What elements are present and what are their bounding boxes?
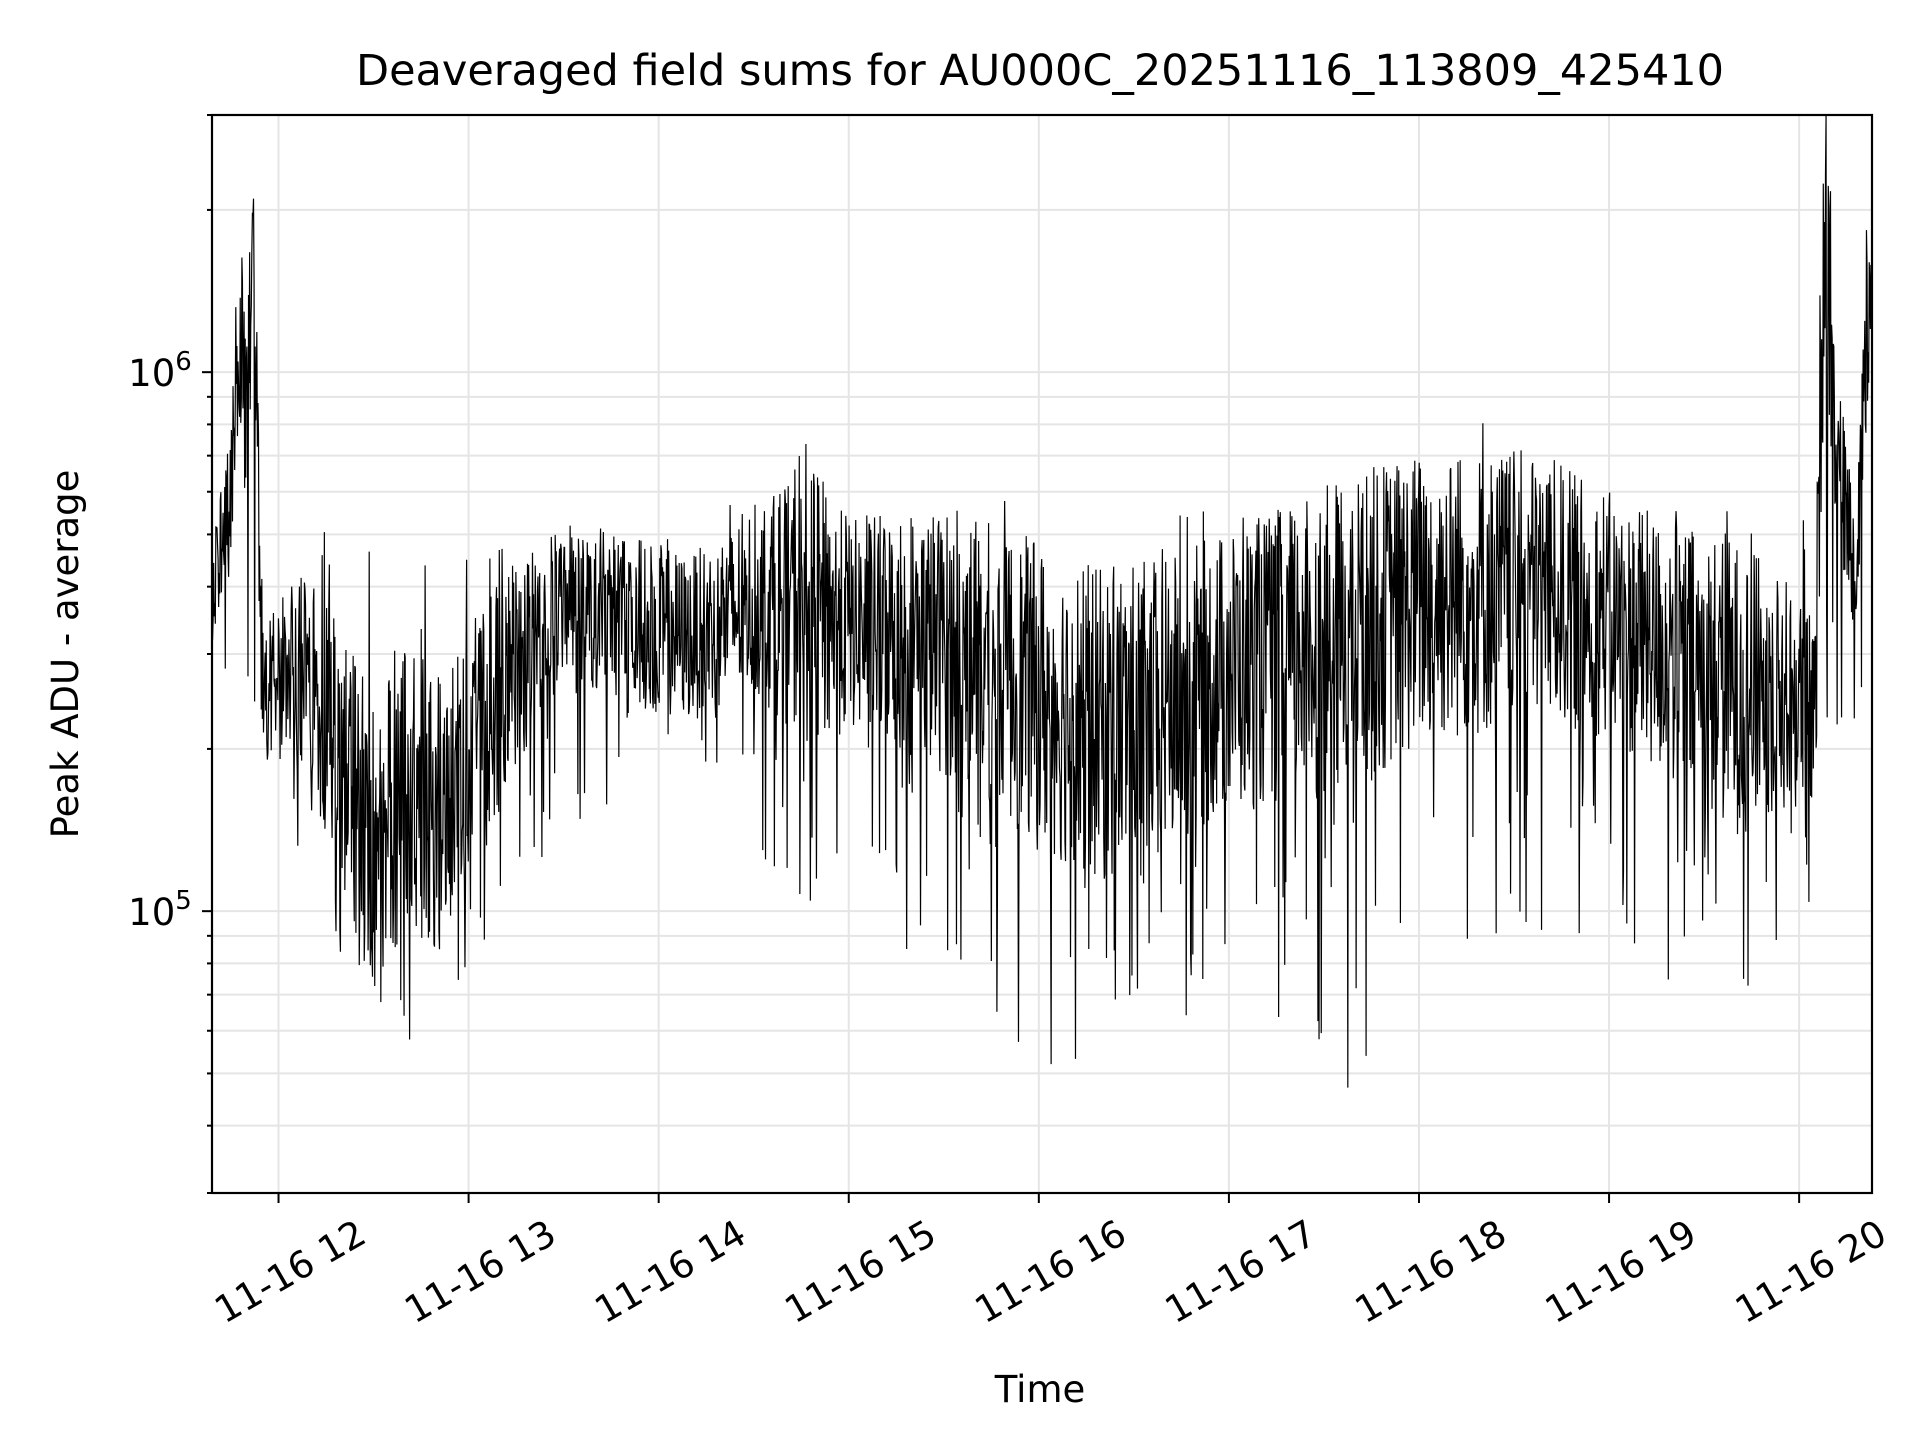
y-tick-label: 105 [128,886,192,934]
data-series [211,114,1873,1088]
chart-title: Deaveraged field sums for AU000C_2025111… [356,46,1724,96]
y-axis-label: Peak ADU - average [44,470,87,839]
y-axis: 105 106 [128,114,212,1194]
series-line [211,114,1873,1088]
y-tick-label: 106 [128,347,192,395]
x-axis-label: Time [994,1368,1086,1411]
